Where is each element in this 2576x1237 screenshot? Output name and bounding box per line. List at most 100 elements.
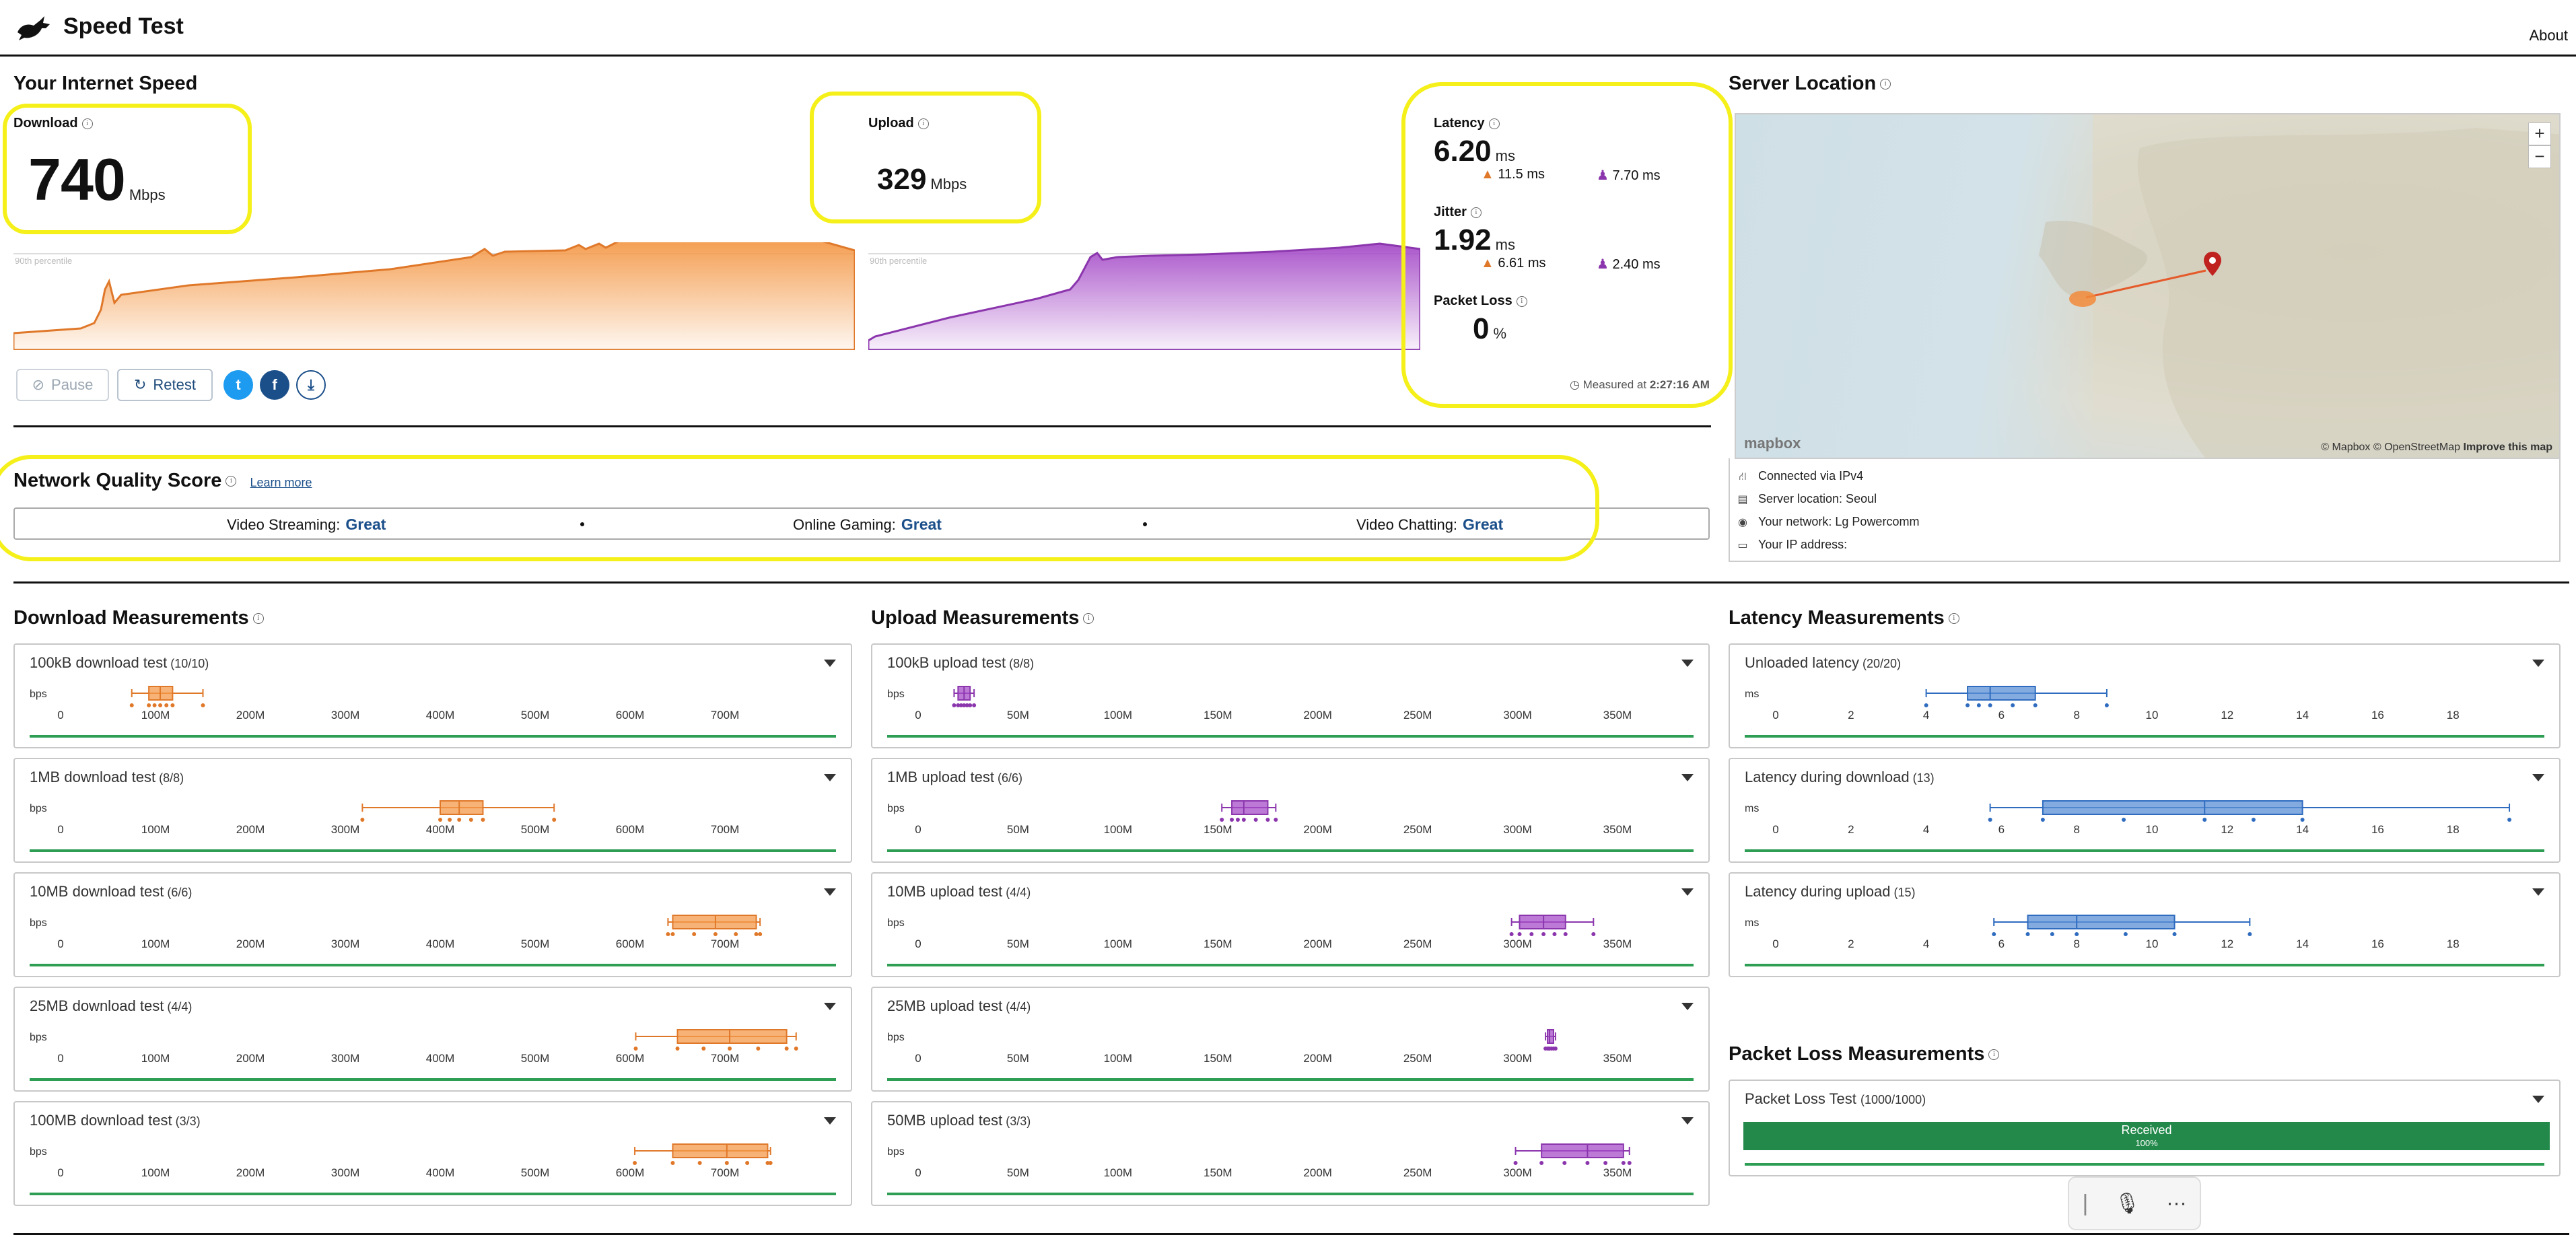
- chevron-down-icon[interactable]: [1681, 774, 1694, 781]
- microphone-icon[interactable]: 🎙: [2114, 1192, 2140, 1215]
- chevron-down-icon[interactable]: [1681, 1003, 1694, 1010]
- sample-point: [1529, 932, 1534, 936]
- chevron-down-icon[interactable]: [1681, 1117, 1694, 1125]
- tick-label: 300M: [331, 709, 360, 721]
- tick-label: 200M: [1303, 1052, 1332, 1065]
- info-icon[interactable]: i: [1470, 207, 1482, 218]
- sample-point: [745, 1161, 750, 1165]
- tick-label: 0: [57, 1166, 63, 1179]
- zoom-out-button[interactable]: −: [2528, 145, 2551, 168]
- measurement-card[interactable]: 10MB upload test (4/4) bps 0 50M 100M 150M 200…: [871, 872, 1710, 977]
- sample-point: [758, 932, 763, 936]
- about-link[interactable]: About: [2529, 27, 2569, 44]
- sample-point: [692, 932, 697, 936]
- measurement-card[interactable]: 25MB upload test (4/4) bps 0 50M 100M 150M 200…: [871, 987, 1710, 1092]
- measurement-card[interactable]: 10MB download test (6/6) bps 0 100M 200M 300M…: [13, 872, 852, 977]
- tick-label: 250M: [1403, 938, 1432, 950]
- download-results-icon[interactable]: ⤓: [296, 370, 326, 400]
- measurement-card[interactable]: 100MB download test (3/3) bps 0 100M 200M 300…: [13, 1101, 852, 1206]
- box-plot: bps 0 100M 200M 300M 400M 500M 600M 700M: [30, 1029, 798, 1065]
- info-icon[interactable]: i: [917, 118, 929, 129]
- card-title: 1MB upload test (6/6): [887, 769, 1022, 786]
- sample-point: [1253, 818, 1258, 822]
- tick-label: 150M: [1204, 1166, 1232, 1179]
- tick-label: 250M: [1403, 823, 1432, 836]
- tick-label: 6: [1998, 823, 2005, 836]
- divider: [13, 425, 1711, 427]
- info-icon[interactable]: i: [1488, 118, 1500, 129]
- measurement-card[interactable]: 100kB upload test (8/8) bps 0 50M 100M 150M 20…: [871, 643, 1710, 748]
- tick-label: 200M: [236, 1166, 265, 1179]
- test-name: 100kB upload test: [887, 654, 1006, 671]
- tick-label: 500M: [521, 823, 550, 836]
- tick-label: 0: [57, 823, 63, 836]
- chevron-down-icon[interactable]: [824, 888, 836, 896]
- tick-label: 300M: [331, 1052, 360, 1065]
- chevron-down-icon[interactable]: [2532, 774, 2544, 781]
- measurement-card[interactable]: Latency during download (13) ms 0 2 4 6 8 10 12 1…: [1729, 758, 2561, 863]
- tick-label: 6: [1998, 709, 2005, 721]
- drag-handle-icon[interactable]: |: [2082, 1190, 2089, 1216]
- tick-label: 350M: [1603, 938, 1632, 950]
- chevron-down-icon[interactable]: [1681, 660, 1694, 667]
- measurement-card[interactable]: 1MB download test (8/8) bps 0 100M 200M 300M 4…: [13, 758, 852, 863]
- measurement-card[interactable]: 100kB download test (10/10) bps 0 100M 200M 3…: [13, 643, 852, 748]
- chevron-down-icon[interactable]: [824, 1117, 836, 1125]
- tick-label: 600M: [616, 938, 645, 950]
- quality-video-chatting: Video Chatting: Great: [1356, 516, 1504, 533]
- zoom-in-button[interactable]: +: [2528, 122, 2551, 145]
- your-network: ◉ Your network: Lg Powercomm: [1737, 515, 1919, 529]
- chevron-down-icon[interactable]: [2532, 888, 2544, 896]
- server-map[interactable]: + − mapbox © Mapbox © OpenStreetMap Impr…: [1735, 113, 2561, 459]
- info-icon[interactable]: i: [252, 613, 264, 625]
- info-icon[interactable]: i: [225, 476, 237, 487]
- chevron-down-icon[interactable]: [2532, 1096, 2544, 1103]
- tick-label: 400M: [426, 823, 455, 836]
- chevron-down-icon[interactable]: [824, 660, 836, 667]
- map-pin-icon[interactable]: [2204, 252, 2221, 276]
- axis-unit: ms: [1745, 688, 1759, 700]
- info-icon[interactable]: i: [1083, 613, 1094, 625]
- test-name: Latency during download: [1745, 769, 1910, 785]
- sample-point: [697, 1161, 702, 1165]
- app-header: Speed Test About: [0, 0, 2576, 57]
- pause-button[interactable]: ⊘ Pause: [16, 369, 109, 401]
- info-icon[interactable]: i: [1880, 79, 1891, 90]
- facebook-share-icon[interactable]: f: [260, 370, 289, 400]
- tick-label: 16: [2371, 938, 2384, 950]
- measurement-card[interactable]: 1MB upload test (6/6) bps 0 50M 100M 150M 200M…: [871, 758, 1710, 863]
- chevron-down-icon[interactable]: [824, 774, 836, 781]
- info-icon[interactable]: i: [1988, 1049, 2000, 1061]
- more-options-icon[interactable]: ···: [2166, 1192, 2187, 1214]
- chevron-down-icon[interactable]: [1681, 888, 1694, 896]
- retest-button[interactable]: ↻ Retest: [117, 369, 213, 401]
- tick-label: 700M: [711, 823, 740, 836]
- test-count: (3/3): [1002, 1115, 1031, 1128]
- measurement-card[interactable]: Unloaded latency (20/20) ms 0 2 4 6 8 10 12 14 16 1…: [1729, 643, 2561, 748]
- learn-more-link[interactable]: Learn more: [250, 476, 312, 489]
- tick-label: 50M: [1007, 1166, 1029, 1179]
- sample-point: [129, 703, 134, 707]
- your-ip: ▭ Your IP address:: [1737, 538, 1848, 551]
- speed-section-title: Your Internet Speed: [13, 73, 198, 94]
- info-icon[interactable]: i: [1948, 613, 1959, 625]
- tick-label: 400M: [426, 709, 455, 721]
- twitter-share-icon[interactable]: t: [223, 370, 253, 400]
- test-name: 25MB upload test: [887, 997, 1003, 1014]
- measurement-card[interactable]: 25MB download test (4/4) bps 0 100M 200M 300M…: [13, 987, 852, 1092]
- tick-label: 4: [1923, 938, 1929, 950]
- axis-unit: bps: [887, 917, 905, 929]
- measurement-card[interactable]: Latency during upload (15) ms 0 2 4 6 8 10 12 14 1…: [1729, 872, 2561, 977]
- tick-label: 10: [2146, 823, 2159, 836]
- improve-map-link[interactable]: Improve this map: [2463, 441, 2552, 453]
- measurement-card[interactable]: 50MB upload test (3/3) bps 0 50M 100M 150M 200…: [871, 1101, 1710, 1206]
- sample-point: [481, 818, 485, 822]
- box-plot: bps 0 100M 200M 300M 400M 500M 600M 700M: [30, 915, 763, 950]
- chevron-down-icon[interactable]: [824, 1003, 836, 1010]
- info-icon[interactable]: i: [81, 118, 93, 129]
- sample-point: [1517, 932, 1522, 936]
- ip-icon: ▭: [1737, 540, 1748, 551]
- packet-loss-value: 0%: [1473, 312, 1507, 345]
- info-icon[interactable]: i: [1516, 295, 1527, 307]
- chevron-down-icon[interactable]: [2532, 660, 2544, 667]
